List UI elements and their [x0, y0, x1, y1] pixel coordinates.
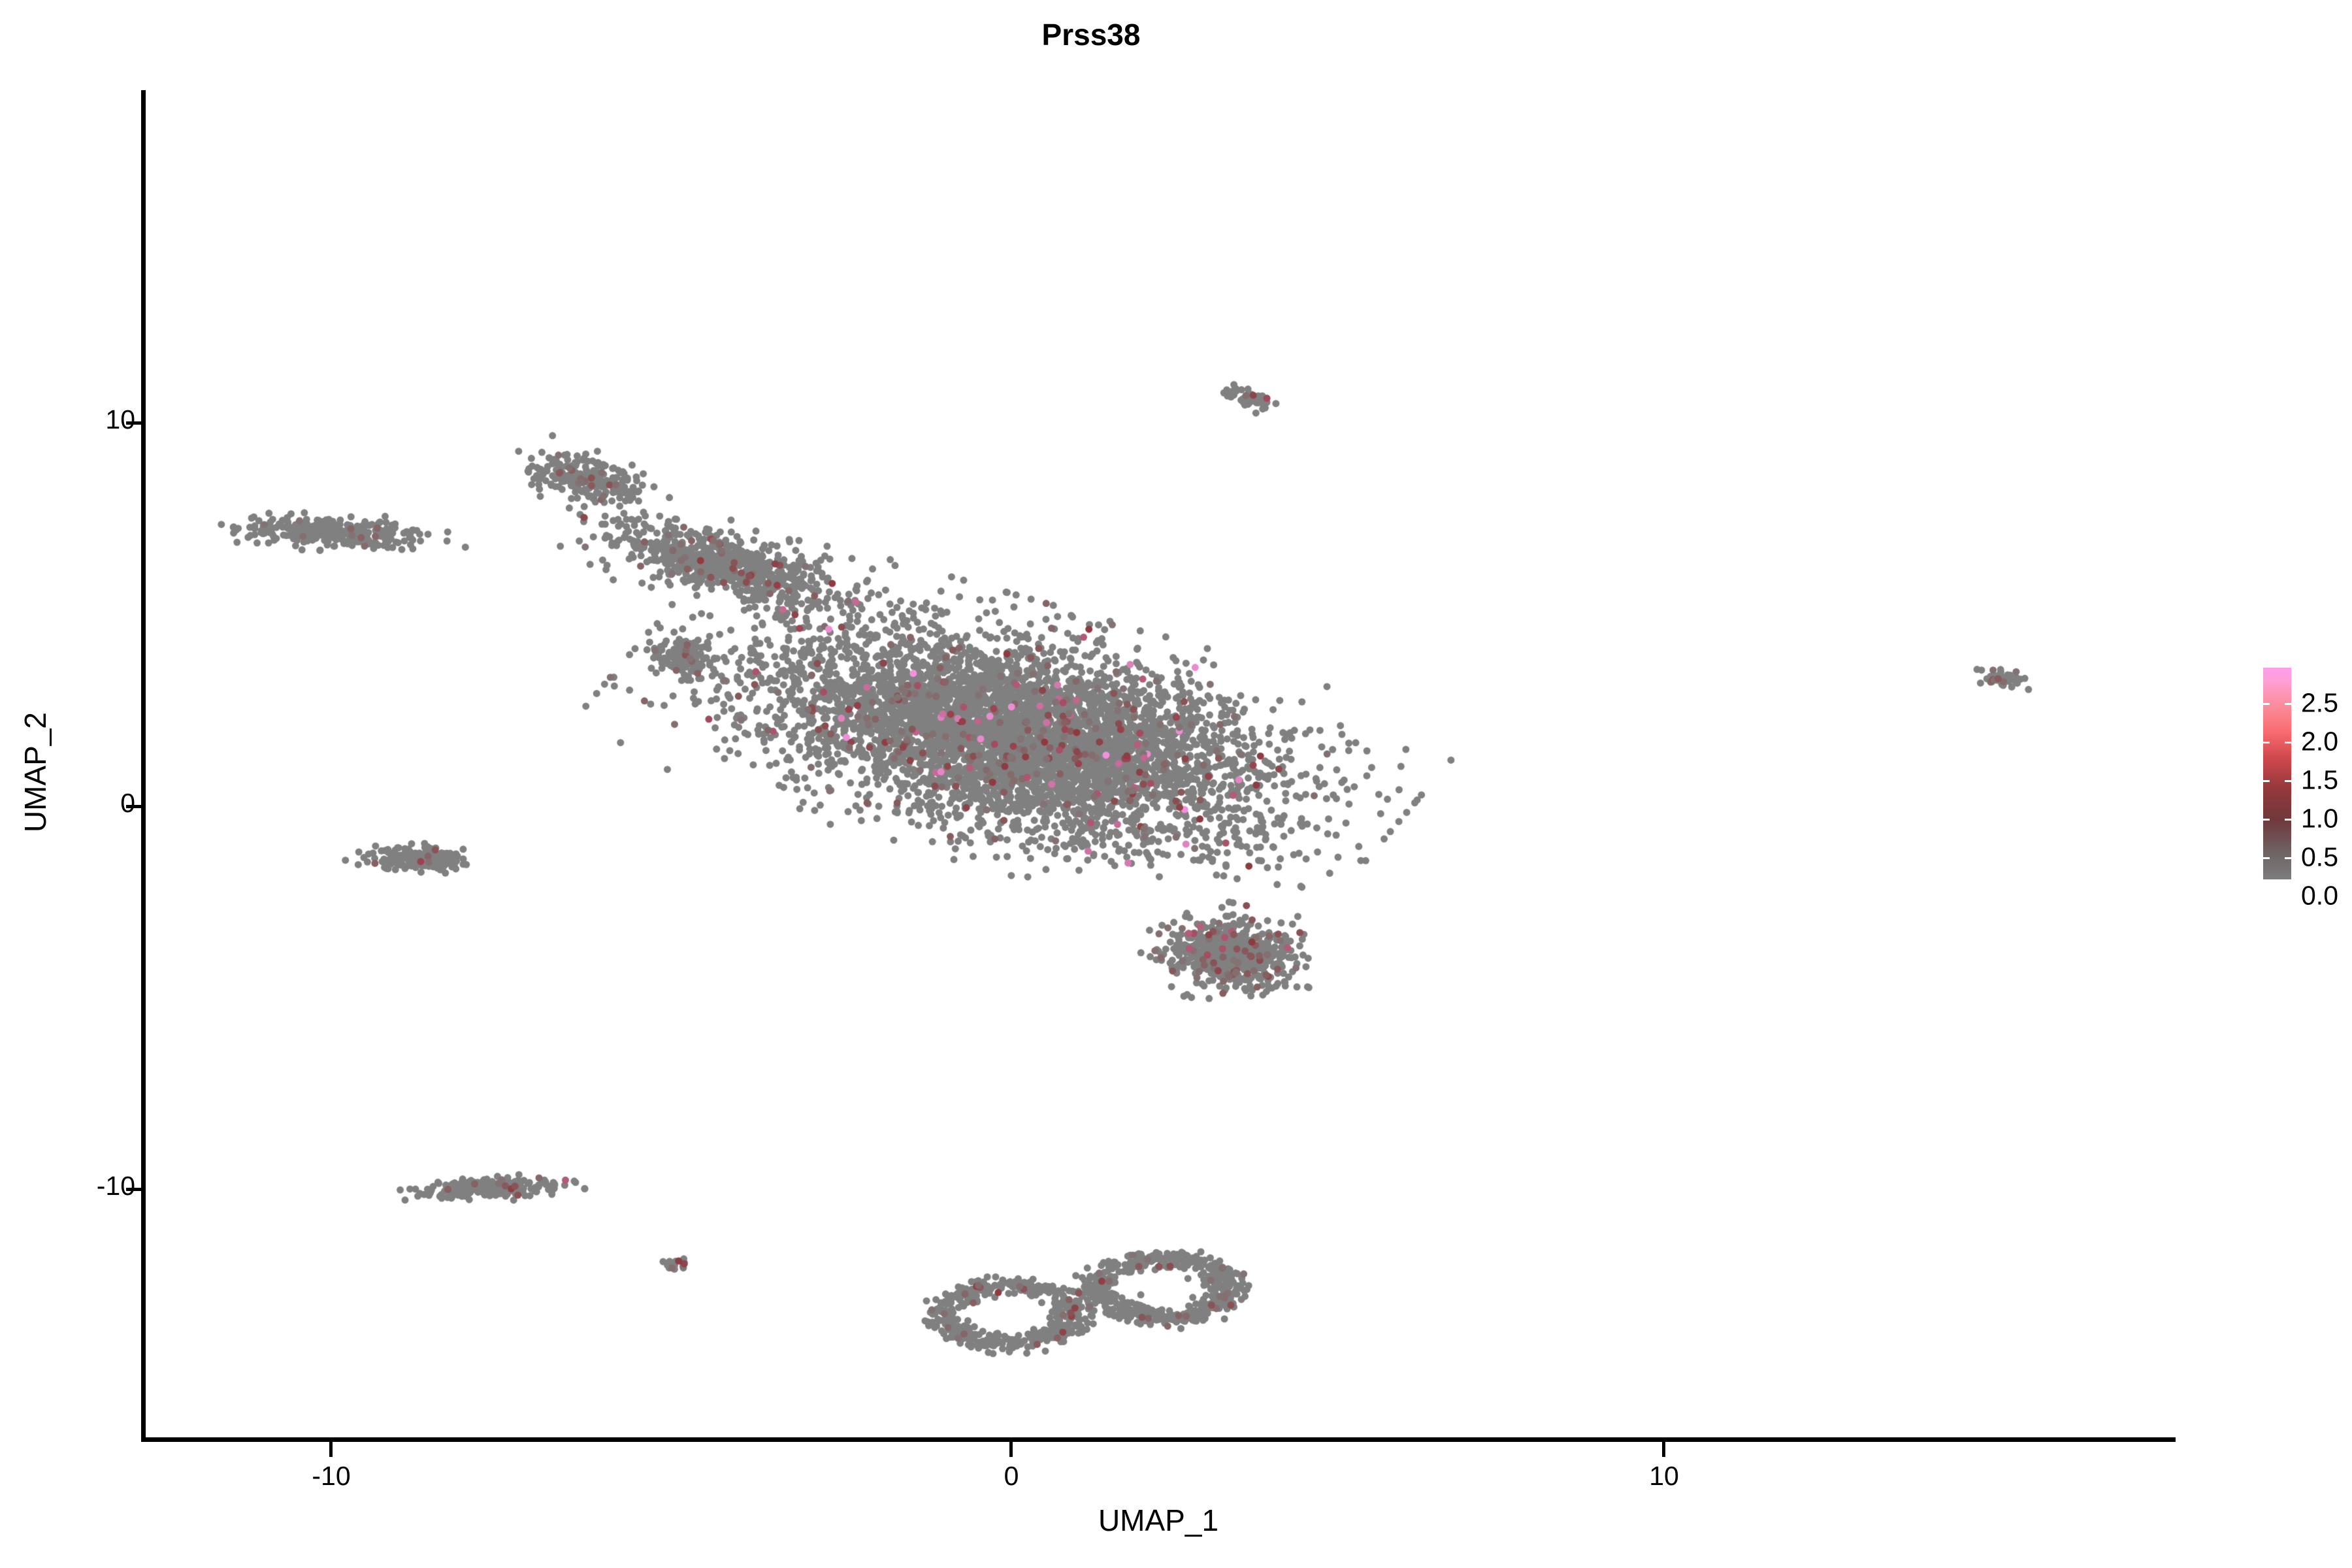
y-tick-label-neg10: -10: [96, 1171, 135, 1201]
x-tick-label-neg10: -10: [312, 1461, 351, 1491]
colorbar-gradient: [2263, 668, 2291, 879]
colorbar-tick-2_0-right: [2285, 742, 2291, 743]
colorbar-label-2_0: 2.0: [2301, 726, 2338, 757]
y-axis-title: UMAP_2: [18, 711, 52, 833]
expression-colorbar-legend: 2.5 2.0 1.5 1.0 0.5 0.0: [2221, 653, 2352, 915]
colorbar-tick-0_5-left: [2263, 857, 2270, 859]
y-axis-line: [141, 90, 146, 1441]
scatter-plot-panel: [145, 90, 2176, 1440]
x-tick-label-10: 10: [1649, 1461, 1679, 1491]
colorbar-tick-0_5-right: [2285, 857, 2291, 859]
y-tick-label-0: 0: [120, 788, 135, 818]
y-tick-mark-10: [126, 421, 141, 425]
colorbar-label-2_5: 2.5: [2301, 687, 2338, 718]
page-title: Prss38: [1041, 18, 1141, 52]
colorbar-label-1_5: 1.5: [2301, 764, 2338, 795]
colorbar-tick-1_5-left: [2263, 780, 2270, 782]
x-tick-label-0: 0: [1004, 1461, 1019, 1491]
colorbar-tick-2_0-left: [2263, 742, 2270, 743]
colorbar-tick-1_5-right: [2285, 780, 2291, 782]
scatter-points-canvas: [145, 90, 2176, 1440]
x-tick-mark-10: [1662, 1442, 1665, 1457]
x-tick-mark-0: [1009, 1442, 1013, 1457]
y-tick-mark-neg10: [126, 1188, 141, 1191]
x-axis-title: UMAP_1: [1098, 1503, 1219, 1537]
colorbar-tick-2_5-left: [2263, 703, 2270, 705]
y-tick-mark-0: [126, 805, 141, 808]
colorbar-tick-2_5-right: [2285, 703, 2291, 705]
x-tick-mark-neg10: [329, 1442, 333, 1457]
colorbar-label-0_5: 0.5: [2301, 841, 2338, 872]
colorbar-tick-1_0-left: [2263, 819, 2270, 821]
colorbar-label-0_0: 0.0: [2301, 880, 2338, 911]
y-tick-label-10: 10: [105, 404, 135, 434]
colorbar-label-1_0: 1.0: [2301, 803, 2338, 834]
x-axis-line: [141, 1437, 2176, 1442]
colorbar-tick-1_0-right: [2285, 819, 2291, 821]
